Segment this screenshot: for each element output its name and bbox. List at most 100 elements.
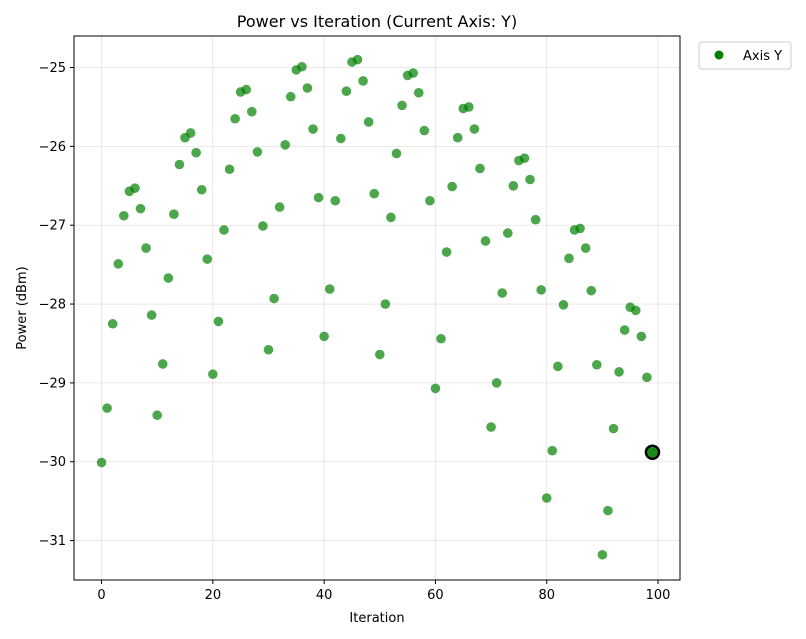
legend-label: Axis Y: [743, 49, 782, 64]
data-point: [152, 410, 162, 421]
data-point: [341, 86, 352, 96]
data-point: [508, 180, 519, 191]
data-point: [491, 378, 502, 388]
data-point: [564, 253, 574, 264]
x-tick-label: 100: [646, 588, 671, 603]
data-point: [107, 318, 118, 329]
current-point-marker: [644, 444, 661, 461]
y-tick-label: −30: [39, 455, 66, 470]
data-point: [185, 128, 196, 138]
data-point: [408, 68, 418, 78]
data-point: [619, 325, 630, 335]
grid-lines: [74, 36, 680, 580]
data-point: [464, 102, 474, 112]
data-point: [480, 236, 491, 246]
data-point: [252, 147, 263, 157]
data-point: [636, 331, 647, 342]
y-tick-label: −25: [39, 61, 66, 76]
data-point: [497, 288, 508, 298]
legend: Axis Y: [698, 41, 792, 70]
data-point: [413, 87, 424, 98]
data-point: [297, 61, 307, 72]
data-point: [246, 106, 257, 117]
x-tick-label: 0: [97, 588, 105, 603]
data-point: [141, 243, 151, 253]
data-point: [614, 367, 624, 377]
data-point: [302, 83, 313, 93]
data-point: [358, 76, 368, 86]
data-point: [169, 209, 179, 219]
data-point: [391, 148, 402, 159]
data-point: [102, 403, 112, 413]
data-point: [319, 331, 329, 342]
chart-title: Power vs Iteration (Current Axis: Y): [237, 12, 517, 31]
data-point: [519, 153, 530, 164]
data-point: [336, 133, 346, 144]
data-point: [280, 140, 290, 150]
data-point: [436, 333, 446, 344]
data-points: [96, 54, 661, 560]
data-point: [452, 132, 463, 143]
data-point: [386, 212, 396, 223]
data-point: [213, 316, 224, 327]
y-tick-label: −28: [39, 298, 66, 313]
data-point: [285, 91, 296, 102]
data-point: [324, 284, 335, 294]
data-point: [630, 305, 641, 316]
data-point: [380, 299, 391, 309]
data-point: [230, 113, 240, 124]
data-point: [536, 285, 546, 295]
data-point: [597, 549, 608, 560]
data-point: [502, 228, 513, 238]
data-point: [558, 300, 569, 310]
x-tick-label: 40: [316, 588, 333, 603]
data-point: [374, 349, 385, 360]
data-point: [369, 188, 380, 199]
data-point: [419, 125, 430, 136]
data-point: [330, 195, 341, 206]
data-point: [586, 285, 597, 296]
data-point: [441, 247, 452, 257]
y-tick-label: −27: [39, 219, 66, 234]
data-point: [530, 214, 541, 225]
data-point: [269, 293, 279, 304]
axis-ticks: 0 20 40 60 80 100 −25 −26 −27 −28 −29 −30 −31: [39, 61, 671, 603]
legend-marker: [714, 50, 724, 60]
data-point: [174, 159, 185, 170]
data-point: [430, 383, 441, 394]
y-tick-label: −26: [39, 140, 66, 155]
y-axis-label: Power (dBm): [15, 266, 30, 349]
data-point: [575, 223, 585, 234]
data-point: [313, 192, 324, 203]
data-point: [219, 225, 229, 235]
data-point: [263, 344, 274, 355]
data-point: [363, 117, 374, 127]
data-point: [241, 84, 252, 95]
y-tick-label: −29: [39, 376, 66, 391]
data-point: [352, 54, 363, 65]
data-point: [146, 310, 157, 320]
data-point: [475, 163, 485, 174]
data-point: [191, 147, 201, 158]
data-point: [308, 124, 318, 134]
x-tick-label: 80: [538, 588, 555, 603]
y-tick-label: −31: [39, 534, 66, 549]
plot-frame: [73, 35, 681, 581]
data-point: [135, 203, 146, 214]
data-point: [274, 202, 285, 212]
data-point: [208, 369, 218, 380]
data-point: [130, 183, 140, 193]
data-point: [547, 445, 558, 456]
data-point: [157, 359, 168, 369]
data-point: [525, 174, 535, 185]
data-point: [196, 184, 207, 195]
data-point: [397, 100, 407, 111]
data-point: [553, 361, 563, 372]
legend-box: [698, 41, 792, 70]
data-point: [425, 195, 435, 206]
data-point: [608, 423, 619, 434]
data-point: [642, 372, 652, 383]
data-point: [541, 493, 552, 503]
data-point: [96, 457, 107, 468]
x-axis-label: Iteration: [349, 611, 404, 626]
